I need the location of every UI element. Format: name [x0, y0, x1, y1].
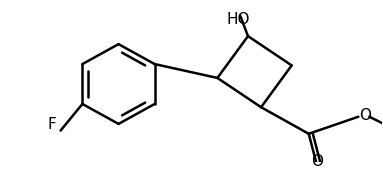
Text: O: O	[311, 154, 323, 169]
Text: F: F	[48, 117, 57, 132]
Text: O: O	[359, 108, 372, 123]
Text: HO: HO	[226, 12, 250, 27]
